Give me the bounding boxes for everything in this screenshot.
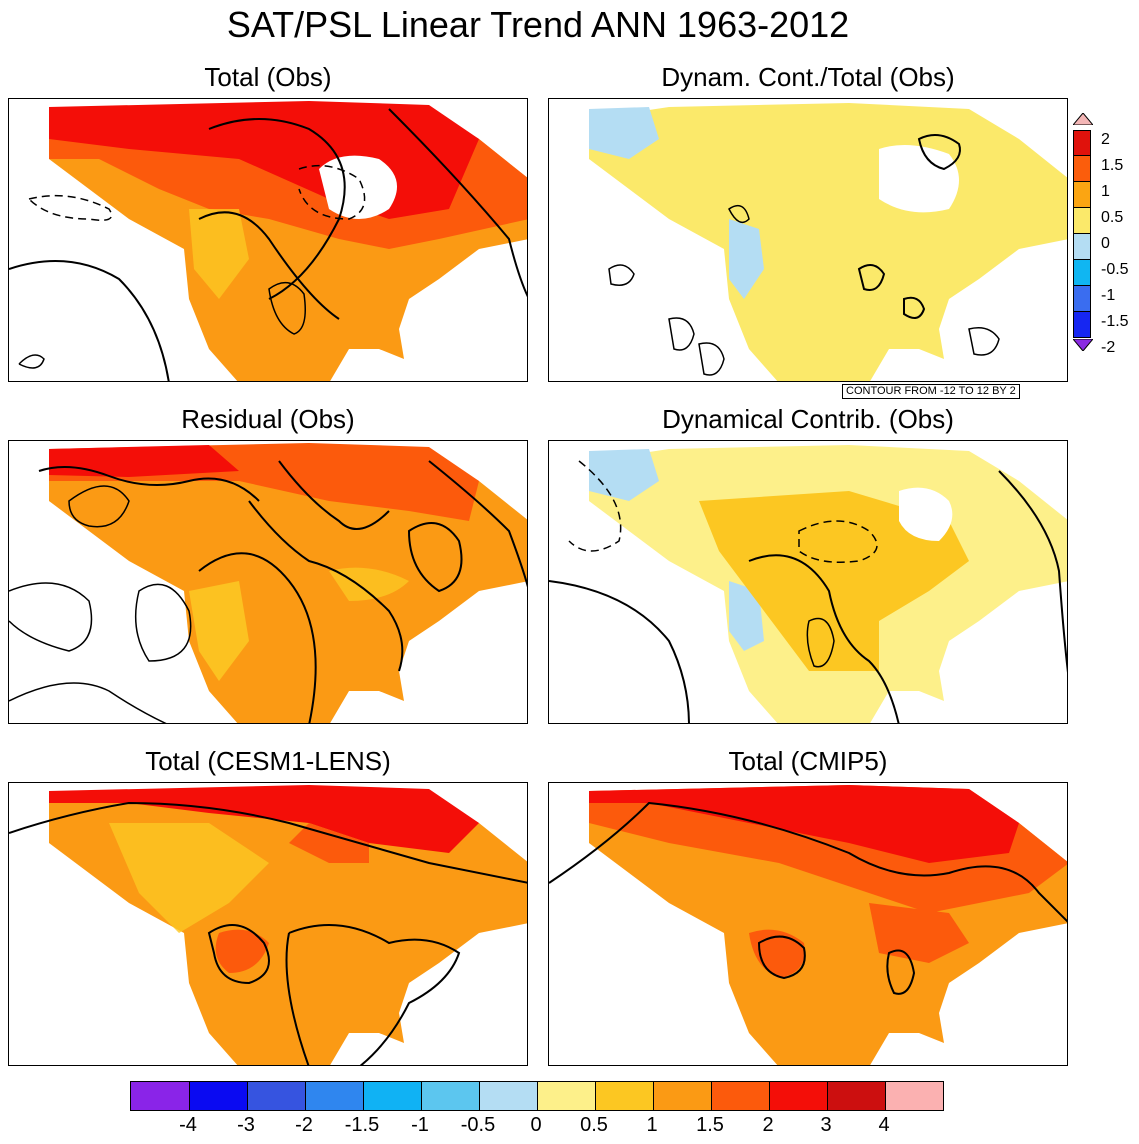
trend-colorbar-segment	[711, 1082, 769, 1110]
trend-colorbar-label: -2	[295, 1114, 313, 1136]
trend-colorbar-segment	[769, 1082, 827, 1110]
trend-colorbar-label: -1	[411, 1114, 429, 1136]
map-residual-obs	[8, 440, 528, 724]
ratio-label: -1.5	[1101, 313, 1129, 330]
ratio-label: 2	[1101, 131, 1110, 148]
colorbar-bottom-arrow	[1071, 338, 1095, 352]
trend-colorbar-segment	[189, 1082, 247, 1110]
map-total-cmip5	[548, 782, 1068, 1066]
trend-colorbar-segment	[421, 1082, 479, 1110]
map-dynamical-contrib	[548, 440, 1068, 724]
trend-colorbar-label: -0.5	[460, 1114, 496, 1136]
trend-colorbar-segment	[885, 1082, 943, 1110]
trend-colorbar-label: 0.5	[580, 1114, 608, 1136]
ratio-label: -0.5	[1101, 261, 1129, 278]
colorbar-segment	[1073, 312, 1091, 338]
colorbar-segment	[1073, 182, 1091, 208]
contour-note: CONTOUR FROM -12 TO 12 BY 2	[842, 384, 1020, 399]
trend-colorbar-label: 2	[762, 1114, 774, 1136]
colorbar-segment	[1073, 156, 1091, 182]
trend-colorbar-label: -4	[179, 1114, 197, 1136]
panel-title-residual-obs: Residual (Obs)	[181, 404, 355, 434]
colorbar-segment	[1073, 130, 1091, 156]
panel-title-total-obs: Total (Obs)	[204, 62, 332, 92]
trend-colorbar-segment	[827, 1082, 885, 1110]
map-dynam-ratio	[548, 98, 1068, 382]
trend-colorbar-label: 1	[646, 1114, 658, 1136]
trend-colorbar-label: 0	[530, 1114, 542, 1136]
trend-colorbar-segment	[363, 1082, 421, 1110]
trend-colorbar-segment	[131, 1082, 189, 1110]
colorbar-segment	[1073, 234, 1091, 260]
trend-colorbar-label: 1.5	[696, 1114, 724, 1136]
trend-colorbar-segment	[247, 1082, 305, 1110]
ratio-label: -2	[1101, 339, 1116, 356]
trend-colorbar-segment	[305, 1082, 363, 1110]
colorbar-segment	[1073, 286, 1091, 312]
figure-title: SAT/PSL Linear Trend ANN 1963-2012	[226, 4, 850, 45]
panel-title-dynam-ratio: Dynam. Cont./Total (Obs)	[661, 62, 955, 92]
ratio-colorbar	[1071, 112, 1095, 356]
ratio-label: 0.5	[1101, 209, 1124, 226]
trend-colorbar-label: -1.5	[344, 1114, 380, 1136]
panel-title-dynamical-contrib: Dynamical Contrib. (Obs)	[662, 404, 954, 434]
colorbar-top-arrow	[1071, 112, 1095, 126]
panel-title-cmip5: Total (CMIP5)	[728, 746, 888, 776]
ratio-label: 1.5	[1101, 157, 1124, 174]
ratio-label: 1	[1101, 183, 1110, 200]
ratio-label: 0	[1101, 235, 1110, 252]
trend-colorbar	[130, 1081, 944, 1111]
trend-colorbar-label: 4	[878, 1114, 890, 1136]
trend-colorbar-segment	[537, 1082, 595, 1110]
map-total-cesm1-lens	[8, 782, 528, 1066]
ratio-label: -1	[1101, 287, 1116, 304]
trend-colorbar-segment	[653, 1082, 711, 1110]
colorbar-segment	[1073, 208, 1091, 234]
trend-colorbar-segment	[595, 1082, 653, 1110]
panel-title-cesm1-lens: Total (CESM1-LENS)	[145, 746, 391, 776]
trend-colorbar-segment	[479, 1082, 537, 1110]
trend-colorbar-label: 3	[820, 1114, 832, 1136]
colorbar-segment	[1073, 260, 1091, 286]
map-total-obs	[8, 98, 528, 382]
trend-colorbar-label: -3	[237, 1114, 255, 1136]
